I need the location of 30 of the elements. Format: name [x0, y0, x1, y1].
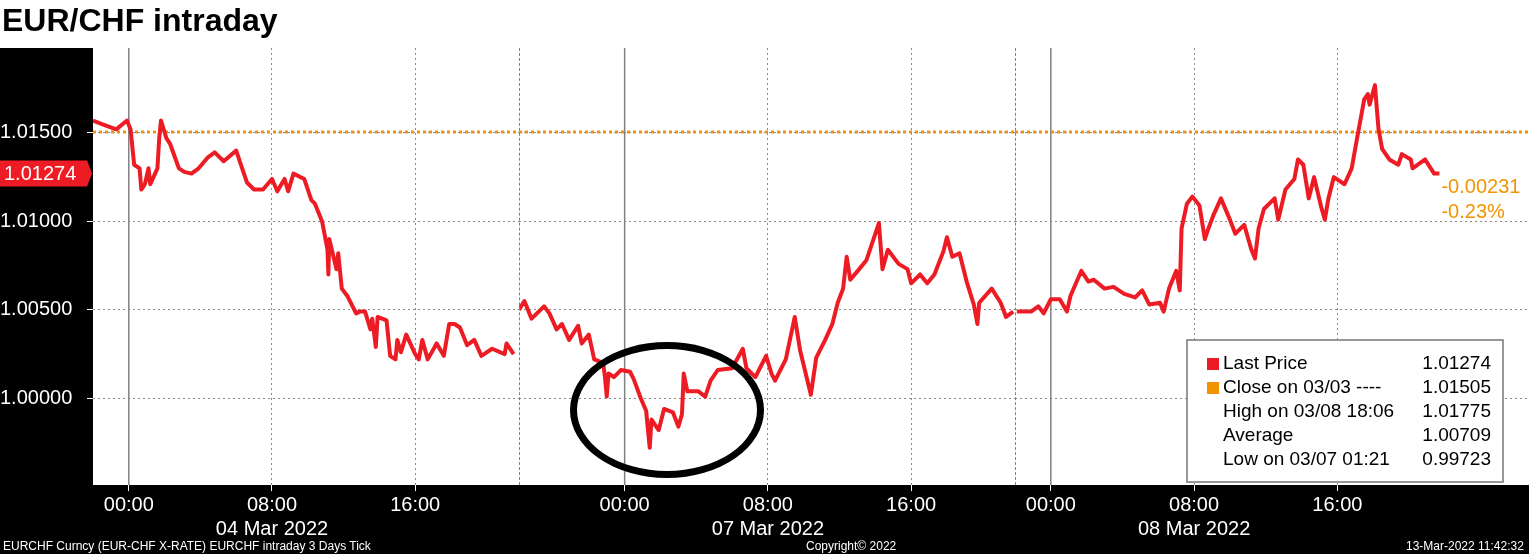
y-tick-label: 1.00000	[0, 385, 73, 408]
y-tick-label: 1.01500	[0, 120, 73, 143]
annotation: -0.23%	[1441, 200, 1506, 223]
annotation: 1.00709	[1422, 424, 1491, 446]
annotation: Average	[1223, 424, 1294, 446]
y-tick-label: 1.01000	[0, 208, 73, 231]
x-tick-label: 08:00 04 Mar 2022	[215, 492, 329, 539]
annotation: 1.01775	[1422, 400, 1491, 422]
text: 13-Mar-2022 11:42:32	[1406, 539, 1524, 553]
chart-title: EUR/CHF intraday	[2, 2, 278, 39]
text: Copyright© 2022	[806, 539, 897, 553]
legend-label: Close on 03/03 ----	[1223, 376, 1382, 398]
annotation: 1.01274	[1422, 352, 1492, 374]
legend-label: Last Price	[1223, 352, 1308, 374]
x-tick-label: 16:00	[390, 492, 441, 515]
x-tick-label: 00:00	[1025, 492, 1076, 515]
text: 1.01274	[4, 162, 77, 185]
annotation: 0.99723	[1422, 448, 1491, 470]
x-tick-label: 08:00 08 Mar 2022	[1137, 492, 1251, 539]
y-tick-label: 1.00500	[0, 297, 73, 320]
annotation: Low on 03/07 01:21	[1223, 448, 1390, 470]
annotation: -0.00231	[1441, 175, 1521, 198]
annotation: High on 03/08 18:06	[1223, 400, 1395, 422]
x-tick-label: 16:00	[886, 492, 937, 515]
annotation: 1.01505	[1422, 376, 1491, 398]
x-tick-label: 08:00 07 Mar 2022	[711, 492, 825, 539]
x-tick-label: 00:00	[103, 492, 154, 515]
x-tick-label: 16:00	[1312, 492, 1363, 515]
text: EURCHF Curncy (EUR-CHF X-RATE) EURCHF intraday 3 Days Tick	[3, 539, 371, 553]
x-tick-label: 00:00	[599, 492, 650, 515]
